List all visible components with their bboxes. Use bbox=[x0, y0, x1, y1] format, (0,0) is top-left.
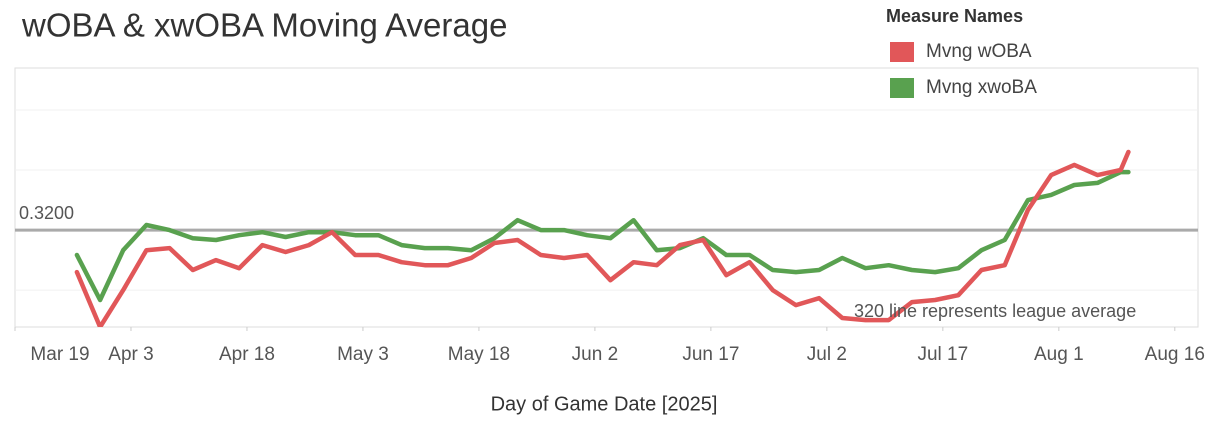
x-tick-label: Jul 17 bbox=[917, 344, 968, 365]
x-tick-label: Jun 17 bbox=[682, 344, 739, 365]
chart-title: wOBA & xwOBA Moving Average bbox=[21, 7, 507, 44]
legend-title: Measure Names bbox=[886, 6, 1023, 26]
legend-label: Mvng xwoBA bbox=[926, 77, 1037, 98]
series-line bbox=[74, 149, 1131, 327]
x-tick-label: Jul 2 bbox=[807, 344, 847, 365]
legend-swatch bbox=[890, 78, 914, 98]
x-axis-title: Day of Game Date [2025] bbox=[491, 393, 718, 415]
x-tick-label: Aug 16 bbox=[1145, 344, 1205, 365]
x-tick-label: May 3 bbox=[337, 344, 389, 365]
legend-swatch bbox=[890, 42, 914, 62]
x-tick-label: Apr 3 bbox=[108, 344, 153, 365]
x-tick-label: May 18 bbox=[448, 344, 510, 365]
x-tick-label: Aug 1 bbox=[1034, 344, 1084, 365]
reference-label: 0.3200 bbox=[19, 203, 74, 223]
plot-lines bbox=[74, 149, 1131, 327]
annotation: 320 line represents league average bbox=[854, 301, 1136, 321]
plot-frame bbox=[14, 67, 1199, 328]
legend-label: Mvng wOBA bbox=[926, 41, 1032, 62]
x-tick-label: Mar 19 bbox=[30, 344, 89, 365]
x-tick-label: Jun 2 bbox=[572, 344, 618, 365]
x-tick-label: Apr 18 bbox=[219, 344, 275, 365]
series-line bbox=[74, 169, 1131, 303]
